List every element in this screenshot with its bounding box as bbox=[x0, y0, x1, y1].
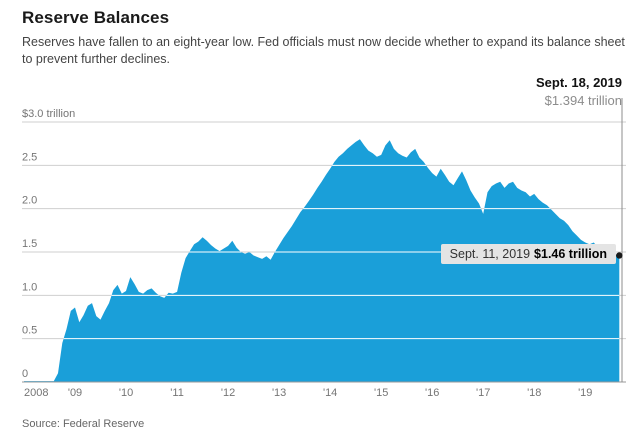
x-tick-label: '13 bbox=[272, 387, 286, 399]
chart-title: Reserve Balances bbox=[22, 8, 170, 27]
y-tick-label: 0.5 bbox=[22, 325, 37, 337]
y-tick-label: 0 bbox=[22, 368, 28, 380]
annotation-date: Sept. 18, 2019 bbox=[536, 75, 622, 90]
chart-subtitle: Reserves have fallen to an eight-year lo… bbox=[22, 35, 625, 66]
hover-tooltip: Sept. 11, 2019 $1.46 trillion bbox=[440, 244, 616, 264]
chart-header: Reserve Balances Reserves have fallen to… bbox=[22, 8, 626, 68]
x-tick-label: '18 bbox=[527, 387, 541, 399]
x-tick-label: '14 bbox=[323, 387, 337, 399]
tooltip-value: $1.46 trillion bbox=[534, 247, 607, 261]
series-end-dot bbox=[616, 252, 623, 259]
y-tick-label: 2.0 bbox=[22, 195, 37, 207]
reserve-balances-area-series bbox=[24, 139, 620, 382]
x-tick-label: '12 bbox=[221, 387, 235, 399]
x-tick-label: '10 bbox=[119, 387, 133, 399]
source-note: Source: Federal Reserve bbox=[22, 418, 145, 430]
x-tick-label: '11 bbox=[170, 387, 184, 399]
x-tick-label: '19 bbox=[578, 387, 592, 399]
y-tick-label: $3.0 trillion bbox=[22, 108, 75, 120]
y-tick-label: 1.5 bbox=[22, 238, 37, 250]
x-tick-label: '15 bbox=[374, 387, 388, 399]
latest-value-annotation: Sept. 18, 2019 $1.394 trillion bbox=[536, 74, 622, 109]
x-tick-label: '09 bbox=[68, 387, 82, 399]
y-tick-label: 1.0 bbox=[22, 281, 37, 293]
tooltip-date: Sept. 11, 2019 bbox=[449, 247, 531, 261]
x-tick-label: '16 bbox=[425, 387, 439, 399]
annotation-value: $1.394 trillion bbox=[544, 92, 622, 108]
x-tick-label: '17 bbox=[476, 387, 490, 399]
y-tick-label: 2.5 bbox=[22, 151, 37, 163]
x-tick-label: 2008 bbox=[24, 387, 48, 399]
